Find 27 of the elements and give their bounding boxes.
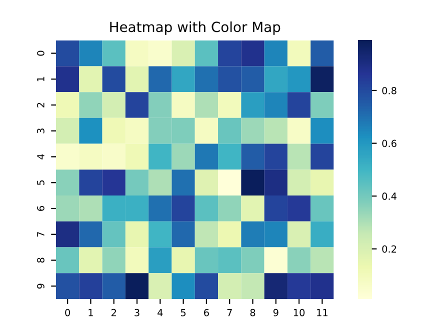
x-tick-label: 3 bbox=[134, 308, 140, 316]
chart-title: Heatmap with Color Map bbox=[110, 21, 280, 35]
y-tick-label: 8 bbox=[37, 258, 44, 263]
y-tick-label: 0 bbox=[37, 50, 44, 56]
x-tick-label: 2 bbox=[111, 308, 116, 316]
y-tick-label: 1 bbox=[37, 76, 44, 82]
color-bar-label: 0.6 bbox=[382, 140, 396, 148]
x-tick-label: 7 bbox=[227, 309, 232, 316]
x-tick-label: 11 bbox=[317, 309, 328, 316]
color-bar-label: 0.2 bbox=[382, 245, 396, 253]
y-tick-label: 9 bbox=[37, 284, 44, 289]
x-tick-label: 9 bbox=[273, 308, 278, 316]
y-tick-label: 2 bbox=[37, 102, 44, 108]
y-tick-label: 4 bbox=[37, 154, 44, 160]
x-tick-label: 6 bbox=[204, 308, 209, 316]
y-tick-label: 5 bbox=[37, 180, 44, 185]
x-tick-label: 10 bbox=[294, 308, 305, 316]
y-tick-label: 6 bbox=[37, 206, 44, 211]
color-bar-label: 0.8 bbox=[382, 86, 396, 94]
x-tick-label: 5 bbox=[180, 309, 186, 316]
x-tick-label: 1 bbox=[88, 309, 93, 316]
x-tick-label: 4 bbox=[158, 309, 163, 316]
y-tick-label: 7 bbox=[37, 232, 44, 237]
color-bar-label: 0.4 bbox=[382, 192, 396, 200]
x-tick-label: 0 bbox=[65, 308, 70, 316]
x-tick-label: 8 bbox=[250, 308, 256, 316]
y-tick-label: 3 bbox=[37, 128, 44, 134]
